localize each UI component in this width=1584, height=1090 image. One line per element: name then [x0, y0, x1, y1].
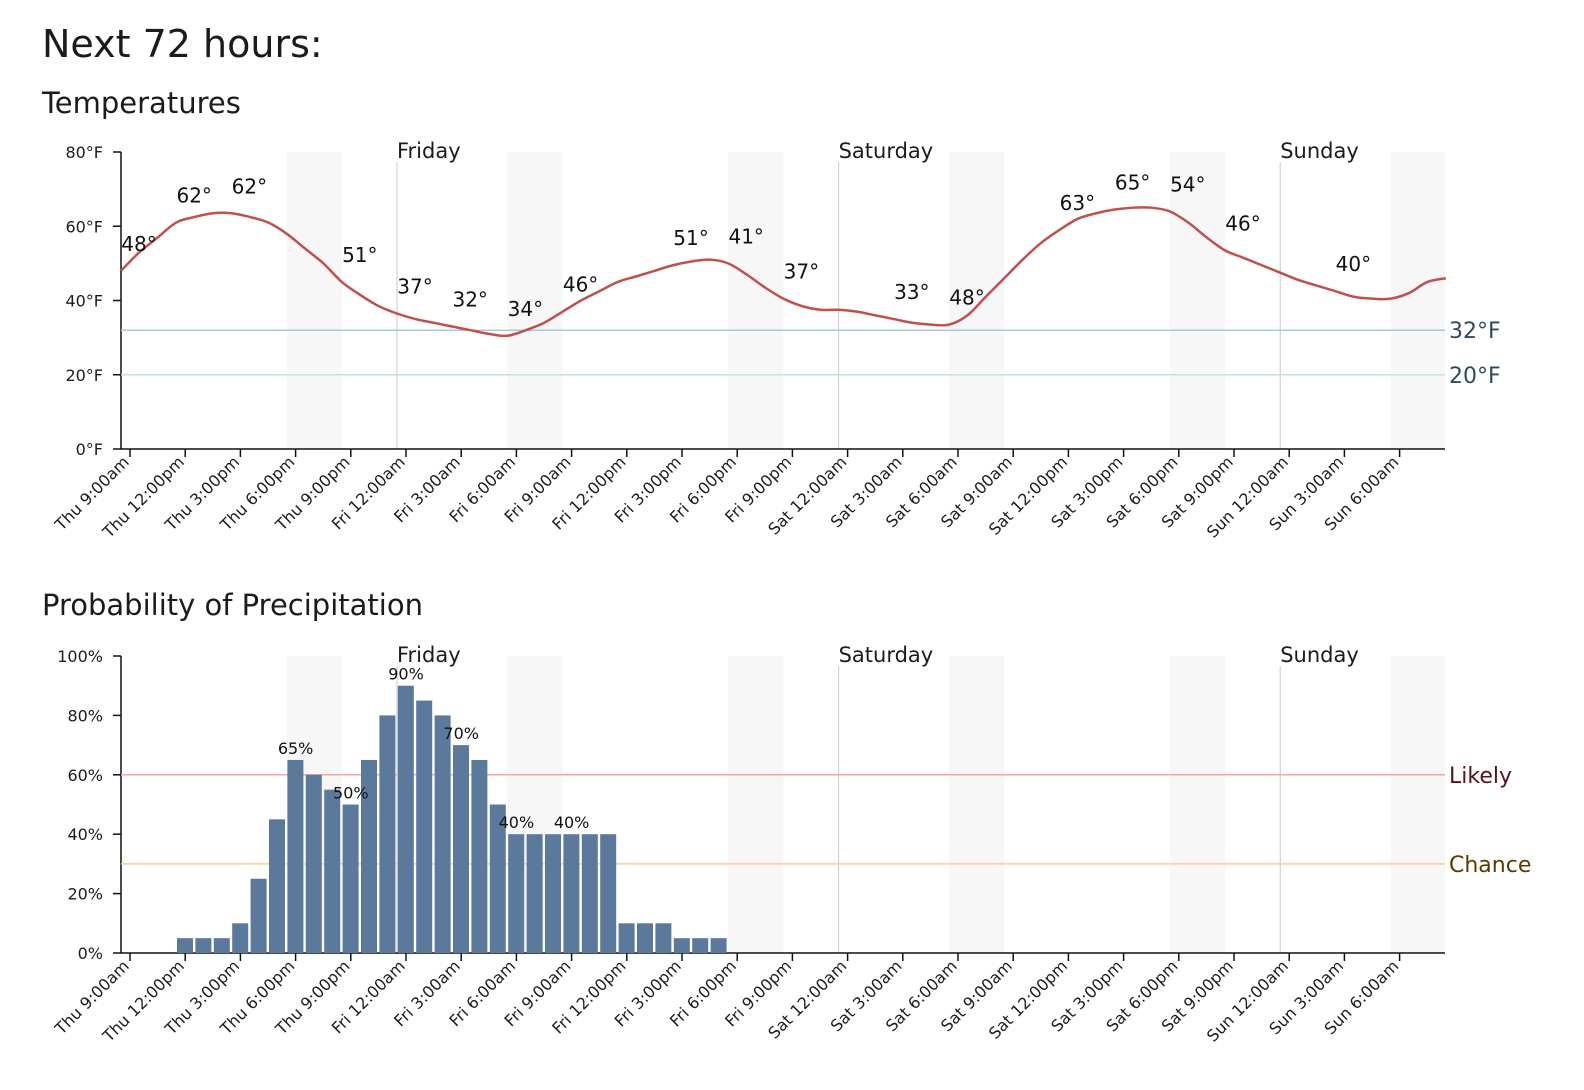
- day-label: Friday: [397, 139, 461, 163]
- temperature-point-label: 65°: [1115, 171, 1150, 195]
- temperature-point-label: 40°: [1336, 252, 1371, 276]
- precipitation-bar: [416, 700, 433, 953]
- precipitation-bar-label: 70%: [443, 724, 479, 743]
- precipitation-bar: [618, 923, 635, 953]
- day-label: Sunday: [1280, 643, 1359, 667]
- y-tick-label: 20%: [67, 885, 103, 904]
- temperature-point-label: 41°: [728, 224, 763, 248]
- reference-line-label: Chance: [1449, 853, 1531, 878]
- precipitation-bar: [305, 774, 322, 953]
- reference-line-label: Likely: [1449, 764, 1512, 789]
- temperature-point-label: 32°: [452, 287, 487, 311]
- precipitation-bar: [177, 938, 193, 953]
- precipitation-bar-label: 40%: [554, 813, 590, 832]
- night-shade-band: [949, 656, 1005, 953]
- precipitation-chart-title: Probability of Precipitation: [42, 588, 423, 622]
- temperature-point-label: 46°: [1225, 211, 1260, 235]
- y-tick-label: 60%: [67, 766, 103, 785]
- night-shade-band: [728, 656, 784, 953]
- precipitation-bar: [453, 745, 469, 953]
- temperature-point-label: 37°: [784, 260, 819, 284]
- day-label: Saturday: [839, 139, 934, 163]
- precipitation-bar: [673, 938, 690, 953]
- y-tick-label: 80%: [67, 706, 103, 725]
- day-label: Friday: [397, 643, 461, 667]
- y-tick-label: 0°F: [76, 440, 103, 459]
- temperature-point-label: 51°: [673, 226, 708, 250]
- precipitation-bar: [471, 759, 488, 953]
- precipitation-bar: [526, 834, 543, 953]
- precipitation-bar: [213, 938, 230, 953]
- y-tick-label: 40°F: [65, 292, 103, 311]
- precipitation-bar: [250, 878, 267, 953]
- y-tick-label: 100%: [57, 647, 103, 666]
- y-tick-label: 20°F: [65, 366, 103, 385]
- temperature-point-label: 51°: [342, 243, 377, 267]
- precipitation-bar: [710, 938, 727, 953]
- temperature-point-label: 63°: [1060, 191, 1095, 215]
- night-shade-band: [1390, 656, 1445, 953]
- reference-line-label: 32°F: [1449, 319, 1501, 344]
- precipitation-bar: [692, 938, 709, 953]
- night-shade-band: [286, 152, 342, 449]
- temperature-point-label: 54°: [1170, 172, 1205, 196]
- y-tick-label: 80°F: [65, 143, 103, 162]
- precipitation-bar-label: 50%: [333, 784, 369, 803]
- temperature-chart-title: Temperatures: [42, 86, 241, 120]
- precipitation-bar: [655, 923, 672, 953]
- precipitation-bar: [508, 834, 525, 953]
- precipitation-bar-label: 40%: [499, 813, 535, 832]
- precipitation-bar: [489, 804, 506, 953]
- page-title: Next 72 hours:: [42, 22, 323, 66]
- night-shade-band: [1169, 152, 1225, 449]
- precipitation-bar: [232, 923, 249, 953]
- precipitation-bar-label: 90%: [388, 665, 424, 684]
- temperature-point-label: 48°: [121, 232, 156, 256]
- precipitation-bar: [397, 685, 414, 953]
- precipitation-bar: [581, 834, 598, 953]
- precipitation-bar: [545, 834, 561, 953]
- precipitation-bar: [269, 819, 285, 953]
- temperature-point-label: 37°: [397, 274, 432, 298]
- y-tick-label: 60°F: [65, 217, 103, 236]
- precipitation-bar: [287, 759, 304, 953]
- temperature-point-label: 48°: [949, 286, 984, 310]
- temperature-chart: Friday Saturday Sunday0°F20°F40°F60°F80°FT…: [50, 139, 1501, 542]
- temperature-point-label: 62°: [232, 174, 267, 198]
- precipitation-bar: [324, 789, 341, 953]
- temperature-line: [120, 206, 1447, 338]
- precipitation-bar: [195, 938, 212, 953]
- temperature-point-label: 33°: [894, 280, 929, 304]
- reference-line-label: 20°F: [1449, 364, 1501, 389]
- precipitation-bar: [600, 834, 617, 953]
- precipitation-bar: [563, 834, 580, 953]
- night-shade-band: [728, 152, 784, 449]
- night-shade-band: [507, 152, 563, 449]
- temperature-point-label: 34°: [508, 297, 543, 321]
- night-shade-band: [1169, 656, 1225, 953]
- day-label: Sunday: [1280, 139, 1359, 163]
- temperature-point-label: 46°: [563, 273, 598, 297]
- precipitation-bar: [637, 923, 653, 953]
- day-label: Saturday: [839, 643, 934, 667]
- night-shade-band: [949, 152, 1005, 449]
- precipitation-bar: [379, 715, 396, 953]
- precipitation-bar: [361, 759, 377, 953]
- y-tick-label: 0%: [78, 944, 103, 963]
- y-tick-label: 40%: [67, 825, 103, 844]
- precipitation-bar-label: 65%: [278, 739, 314, 758]
- precipitation-bar: [342, 804, 359, 953]
- precipitation-bar: [434, 715, 451, 953]
- temperature-point-label: 62°: [176, 184, 211, 208]
- night-shade-band: [1390, 152, 1445, 449]
